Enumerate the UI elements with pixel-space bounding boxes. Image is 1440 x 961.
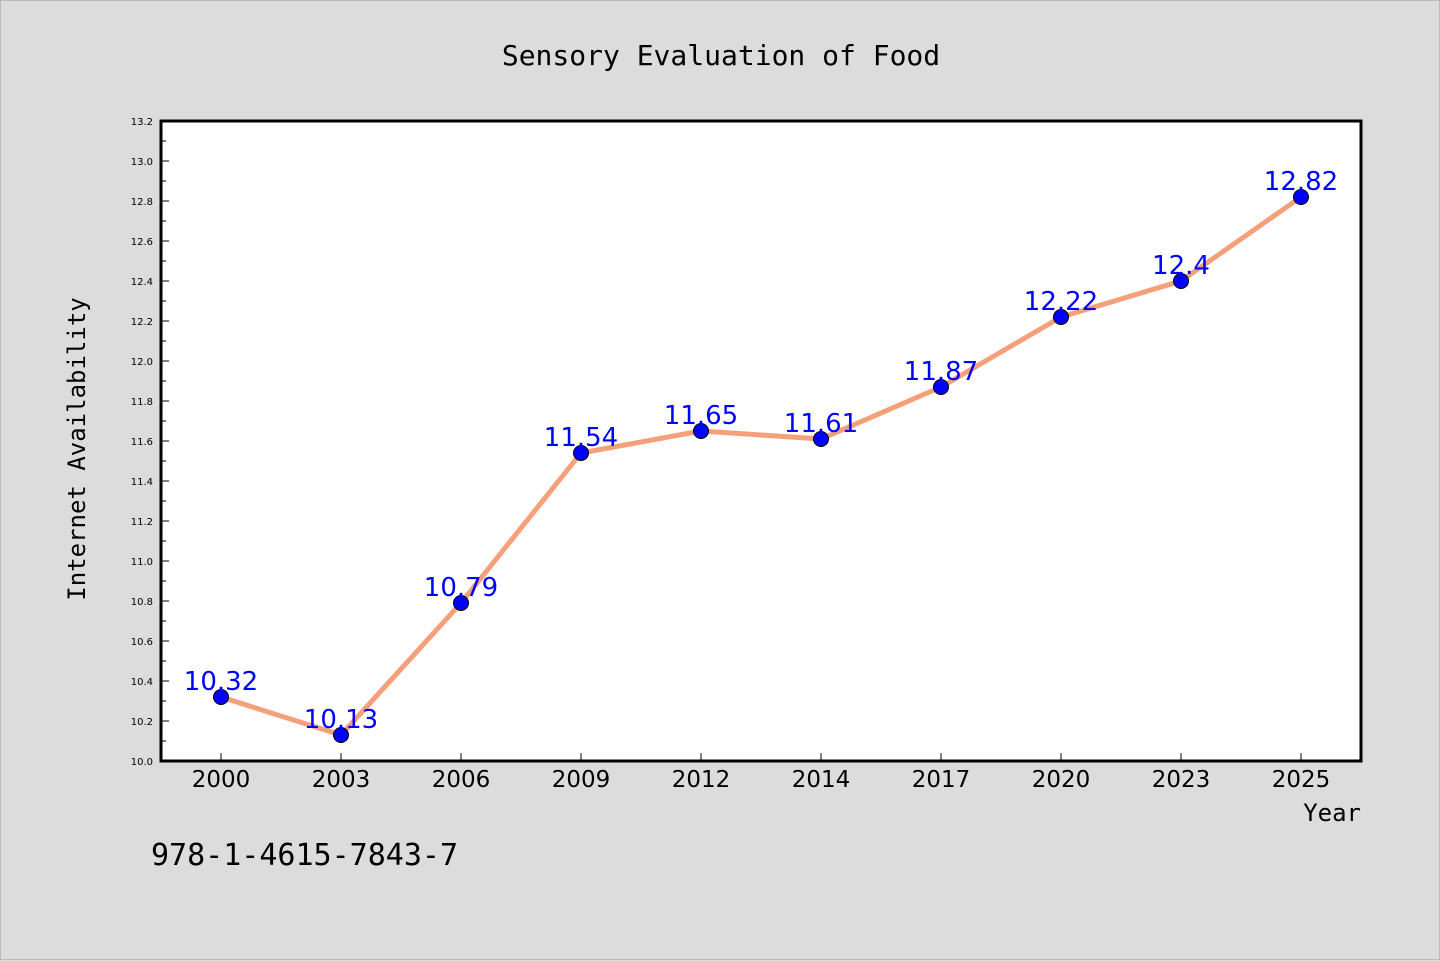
data-point: [1053, 309, 1069, 325]
data-point: [213, 689, 229, 705]
x-tick-label: 2000: [192, 767, 251, 793]
y-tick-label: 11.8: [131, 397, 153, 408]
data-point: [1173, 273, 1189, 289]
y-tick-label: 10.2: [131, 717, 153, 728]
y-axis-label: Internet Availability: [63, 297, 91, 600]
y-tick-label: 11.2: [131, 517, 153, 528]
x-tick-label: 2014: [792, 767, 851, 793]
y-tick-label: 12.0: [131, 357, 153, 368]
x-tick-label: 2003: [312, 767, 371, 793]
x-axis-label: Year: [1303, 799, 1361, 827]
data-label: 11.87: [904, 357, 978, 387]
chart-title: Sensory Evaluation of Food: [502, 39, 940, 72]
y-tick-label: 10.4: [131, 677, 153, 688]
data-label: 12.4: [1152, 251, 1210, 281]
data-point: [573, 445, 589, 461]
data-label: 12.22: [1024, 287, 1098, 317]
series-line: [220, 194, 1303, 738]
x-tick-label: 2017: [912, 767, 971, 793]
y-tick-label: 11.4: [131, 477, 153, 488]
data-label: 12.82: [1264, 167, 1338, 197]
y-tick-label: 11.0: [131, 557, 153, 568]
y-tick-label: 10.0: [131, 757, 153, 768]
y-tick-label: 10.6: [131, 637, 153, 648]
data-labels: 10.32 10.13 10.79 11.54 11.65 11.61 11.87 12.22…: [184, 167, 1338, 735]
series-markers: [213, 189, 1309, 743]
data-point: [453, 595, 469, 611]
data-label: 10.13: [304, 705, 378, 735]
y-tick-label: 11.6: [131, 437, 153, 448]
data-label: 10.79: [424, 573, 498, 603]
x-tick-label: 2020: [1032, 767, 1091, 793]
data-point: [693, 423, 709, 439]
y-tick-label: 12.8: [131, 197, 153, 208]
data-label: 11.61: [784, 409, 858, 439]
data-point: [1293, 189, 1309, 205]
data-point: [333, 727, 349, 743]
data-label: 11.54: [544, 423, 618, 453]
x-tick-label: 2025: [1272, 767, 1331, 793]
x-tick-label: 2012: [672, 767, 731, 793]
x-axis: 2000 2003 2006 2009 2012 2014 2017 2020 2023 2025: [192, 753, 1331, 793]
data-point: [813, 431, 829, 447]
y-tick-label: 10.8: [131, 597, 153, 608]
y-tick-label: 13.0: [131, 157, 153, 168]
data-point: [933, 379, 949, 395]
y-tick-label: 12.4: [131, 277, 153, 288]
x-tick-label: 2009: [552, 767, 611, 793]
x-tick-label: 2006: [432, 767, 491, 793]
plot-area: [159, 119, 1363, 763]
y-axis: 10.0 10.2 10.4 10.6 10.8 11.0 11.2 11.4 11.6 11.8…: [131, 117, 169, 768]
data-label: 10.32: [184, 667, 258, 697]
y-tick-label: 12.6: [131, 237, 153, 248]
x-tick-label: 2023: [1152, 767, 1211, 793]
y-tick-label: 13.2: [131, 117, 153, 128]
isbn-annotation: 978-1-4615-7843-7: [151, 838, 458, 873]
data-label: 11.65: [664, 401, 738, 431]
y-tick-label: 12.2: [131, 317, 153, 328]
